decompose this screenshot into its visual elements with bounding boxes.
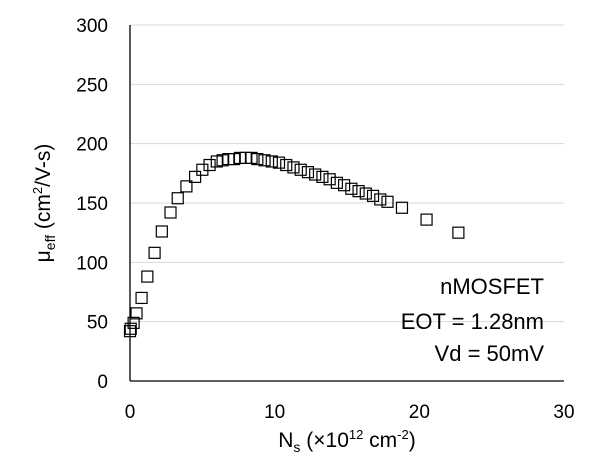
annotation-eot: EOT = 1.28nm bbox=[401, 309, 544, 334]
y-axis-title-main: μ bbox=[32, 250, 55, 262]
x-tick-label: 30 bbox=[553, 402, 574, 423]
data-point bbox=[258, 154, 271, 167]
data-point bbox=[287, 161, 300, 174]
data-series bbox=[123, 151, 465, 338]
data-point bbox=[123, 325, 137, 338]
y-tick-label: 300 bbox=[76, 16, 108, 37]
data-point bbox=[141, 270, 154, 283]
data-point bbox=[135, 291, 148, 305]
data-point bbox=[294, 163, 307, 176]
x-axis-title-sub: s bbox=[293, 439, 300, 455]
data-point bbox=[330, 176, 343, 189]
y-axis-title-prefix: (cm bbox=[32, 194, 55, 235]
data-point bbox=[130, 307, 143, 320]
x-axis-title-exp2: -2 bbox=[397, 427, 409, 442]
data-point bbox=[374, 193, 387, 206]
data-point bbox=[395, 201, 409, 214]
y-axis-title-suffix: /V-s) bbox=[32, 144, 55, 187]
data-point bbox=[180, 180, 193, 193]
data-point bbox=[164, 206, 177, 219]
data-point bbox=[189, 170, 202, 183]
data-point bbox=[359, 187, 372, 200]
annotation-device: nMOSFET bbox=[440, 274, 544, 299]
data-point bbox=[345, 182, 358, 195]
data-point bbox=[196, 163, 209, 176]
x-axis-title-mid: cm bbox=[363, 429, 397, 452]
gridlines bbox=[130, 24, 564, 323]
y-tick-label: 50 bbox=[87, 313, 108, 334]
x-axis-title-prefix: (×10 bbox=[300, 429, 348, 452]
y-tick-label: 150 bbox=[76, 194, 108, 215]
data-point bbox=[148, 246, 161, 259]
data-point bbox=[265, 155, 278, 168]
data-point bbox=[338, 179, 351, 192]
x-axis-title-suffix: ) bbox=[409, 429, 416, 452]
data-point bbox=[280, 158, 293, 172]
tick-labels: 0 50 100 150 200 250 300 0 10 20 30 bbox=[76, 16, 574, 423]
y-axis-title-sub: eff bbox=[42, 235, 58, 250]
axes bbox=[129, 25, 564, 382]
data-point bbox=[309, 168, 322, 181]
data-point bbox=[452, 226, 465, 239]
data-point bbox=[381, 195, 394, 208]
data-point bbox=[301, 166, 315, 179]
data-point bbox=[352, 185, 365, 198]
data-point bbox=[272, 156, 286, 169]
data-point bbox=[323, 173, 336, 186]
x-tick-label: 10 bbox=[264, 402, 285, 423]
y-tick-label: 0 bbox=[97, 372, 108, 393]
y-tick-label: 250 bbox=[76, 75, 108, 96]
data-point bbox=[171, 192, 184, 205]
y-tick-label: 200 bbox=[76, 135, 108, 156]
x-axis-title-exp: 12 bbox=[349, 427, 363, 442]
x-tick-label: 0 bbox=[125, 402, 136, 423]
y-axis-title: μeff (cm2/V-s) bbox=[30, 144, 58, 263]
y-tick-label: 100 bbox=[76, 253, 108, 274]
annotation-vd: Vd = 50mV bbox=[435, 341, 545, 366]
data-point bbox=[127, 316, 140, 329]
data-point bbox=[366, 189, 380, 202]
x-tick-label: 20 bbox=[409, 402, 430, 423]
data-point bbox=[316, 170, 329, 183]
data-point bbox=[203, 158, 216, 172]
x-axis-title-main: N bbox=[278, 429, 293, 452]
data-point bbox=[155, 225, 168, 238]
x-axis-title: Ns (×1012 cm-2) bbox=[278, 427, 415, 455]
y-axis-title-exp: 2 bbox=[30, 187, 45, 194]
data-point bbox=[420, 213, 433, 226]
data-point bbox=[251, 152, 264, 166]
